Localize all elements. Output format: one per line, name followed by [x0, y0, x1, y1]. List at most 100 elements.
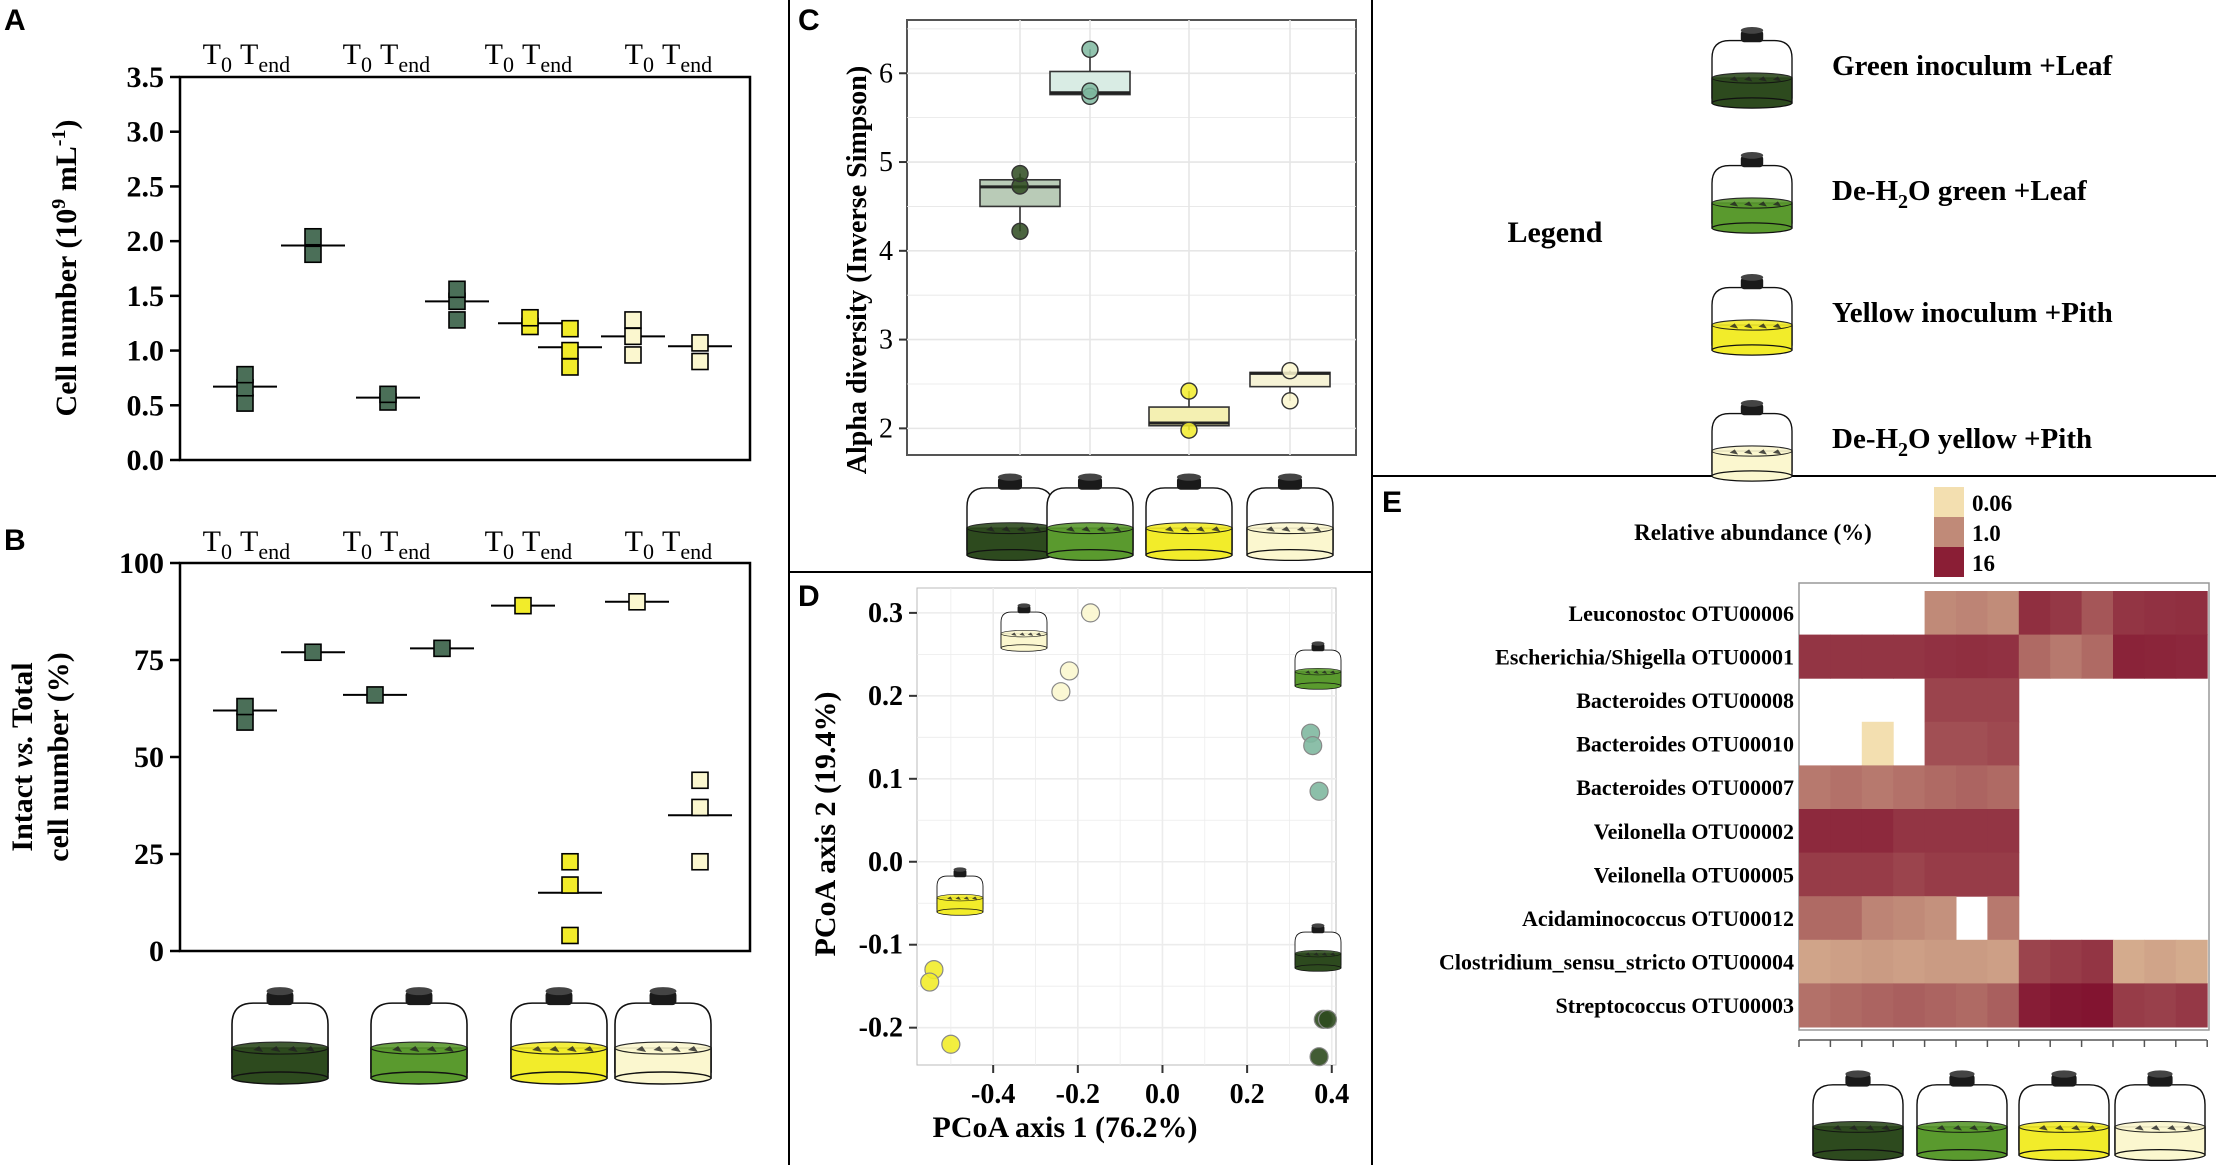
data-point — [691, 798, 709, 817]
jar-leaf-piece — [1305, 952, 1311, 956]
jar-leaf-piece — [2055, 1125, 2064, 1131]
heatmap-cell — [1924, 809, 1957, 854]
t0-label: T0 — [485, 38, 514, 77]
heatmap-cell — [2081, 634, 2114, 679]
jar-base — [1916, 1148, 2008, 1162]
heatmap-cell — [1956, 983, 1988, 1028]
heatmap-cell — [2081, 939, 2114, 984]
legend-level-label: 0.06 — [1972, 491, 2012, 516]
legend-title: Legend — [1507, 216, 1602, 249]
heatmap-row-label: Veilonella OTU00002 — [1594, 819, 1794, 844]
jar-leaf-piece — [1985, 1125, 1995, 1131]
panel-d-points — [920, 603, 1338, 1067]
t0-subscript: 0 — [503, 539, 514, 564]
heatmap-cell — [1861, 721, 1894, 766]
heatmap-cell — [1956, 939, 1988, 984]
jar-cap-top — [1017, 603, 1031, 608]
t0-subscript: 0 — [643, 539, 654, 564]
pcoa-point — [920, 972, 940, 992]
legend-label-part: Yellow inoculum +Pith — [1832, 297, 2113, 329]
heatmap-cell — [2050, 591, 2083, 636]
pcoa-point — [1051, 682, 1071, 702]
heatmap-cell — [1956, 852, 1988, 897]
jar-base — [370, 1071, 468, 1085]
tend-label: Tend — [240, 38, 290, 77]
heatmap-cell — [2081, 591, 2114, 636]
tend-label: Tend — [522, 525, 572, 564]
jar-leaf-piece — [1081, 526, 1091, 532]
jar-leaf-piece — [1313, 952, 1319, 956]
y-tick-label: 0.2 — [868, 681, 903, 712]
data-point — [236, 697, 254, 716]
jar-leaf-piece — [566, 1046, 577, 1053]
jar-leaf-piece — [1744, 323, 1753, 329]
tend-label: Tend — [240, 525, 290, 564]
data-point — [379, 385, 397, 404]
jar-leaf-piece — [1195, 526, 1205, 532]
jar-cap-top — [1176, 473, 1202, 481]
jar-leaf-piece — [1329, 670, 1336, 674]
panel-e-jar — [1916, 1070, 2008, 1162]
y-tick-label: 3.0 — [127, 116, 165, 149]
legend-label-subscript: 2 — [1898, 191, 1908, 213]
jar-leaf-piece — [1321, 670, 1328, 674]
data-point — [561, 852, 579, 871]
heatmap-color-legend: 0.06 1.0 16 — [1934, 487, 2012, 577]
jar-cap-top — [1740, 400, 1764, 407]
data-point — [236, 713, 254, 731]
y-tick-label: 3.5 — [127, 61, 165, 94]
y-tick-label: 2.0 — [127, 225, 165, 258]
data-point — [691, 771, 709, 790]
t0-label: T0 — [343, 38, 372, 77]
jar-cap — [1740, 30, 1764, 43]
heatmap-cell — [2144, 591, 2177, 636]
heatmap-cell — [1799, 852, 1831, 897]
jar-leaf-piece — [1096, 526, 1106, 532]
panel-c-y-axis-label: Alpha diversity (Inverse Simpson) — [842, 66, 873, 474]
heatmap-cell — [1924, 721, 1957, 766]
tend-subscript: end — [540, 539, 572, 564]
jar-liquid-surface — [1711, 445, 1793, 457]
jar-liquid-surface — [1145, 522, 1233, 535]
jar-leaf-piece — [636, 1046, 647, 1053]
data-point — [1081, 40, 1099, 58]
heatmap-cell — [1987, 634, 2020, 679]
y-tick-label: 0.5 — [127, 389, 165, 422]
pcoa-point — [1059, 661, 1079, 681]
tend-letter: T — [380, 525, 398, 558]
y-tick-label: 5 — [879, 147, 893, 178]
tend-subscript: end — [258, 539, 290, 564]
jar-cap-top — [1740, 152, 1764, 159]
panel-e-jar — [2018, 1070, 2110, 1162]
jar-leaf-piece — [392, 1046, 403, 1053]
heatmap-cell — [1893, 939, 1926, 984]
data-point — [561, 319, 579, 338]
jar-liquid-surface — [1046, 522, 1134, 535]
panel-label-b: B — [4, 524, 26, 557]
panel-d-axes: -0.4 -0.2 0.0 0.2 0.4 -0.2 -0.1 0.0 0.1 0.2 0.3 — [859, 598, 1350, 1110]
heatmap-row-label: Bacteroides OTU00007 — [1576, 775, 1794, 800]
heatmap-cell — [2175, 983, 2208, 1028]
panel-e-heatmap: Relative abundance (%) 0.06 1.0 16 Leucono… — [1439, 487, 2210, 1162]
legend-level-label: 16 — [1972, 551, 1995, 576]
heatmap-cell — [2018, 634, 2051, 679]
panel-c-jar — [1046, 473, 1134, 562]
heatmap-row-label: Bacteroides OTU00008 — [1576, 688, 1794, 713]
jar-leaf-piece — [1744, 201, 1753, 207]
legend-jar — [1711, 152, 1793, 234]
jar-liquid-surface — [1000, 630, 1048, 638]
panel-a-time-labels: T0 Tend T0 Tend T0 Tend T0 Tend — [203, 38, 712, 77]
data-point — [433, 639, 451, 658]
jar-leaf-piece — [1881, 1125, 1891, 1131]
pcoa-point — [1309, 781, 1329, 801]
jar-base — [1046, 548, 1134, 562]
heatmap-cell — [1861, 939, 1894, 984]
x-tick-label: 0.0 — [1145, 1079, 1180, 1110]
panel-a-plot-frame — [178, 75, 752, 462]
t0-subscript: 0 — [221, 52, 232, 77]
t0-letter: T — [625, 525, 643, 558]
data-point — [561, 926, 579, 945]
